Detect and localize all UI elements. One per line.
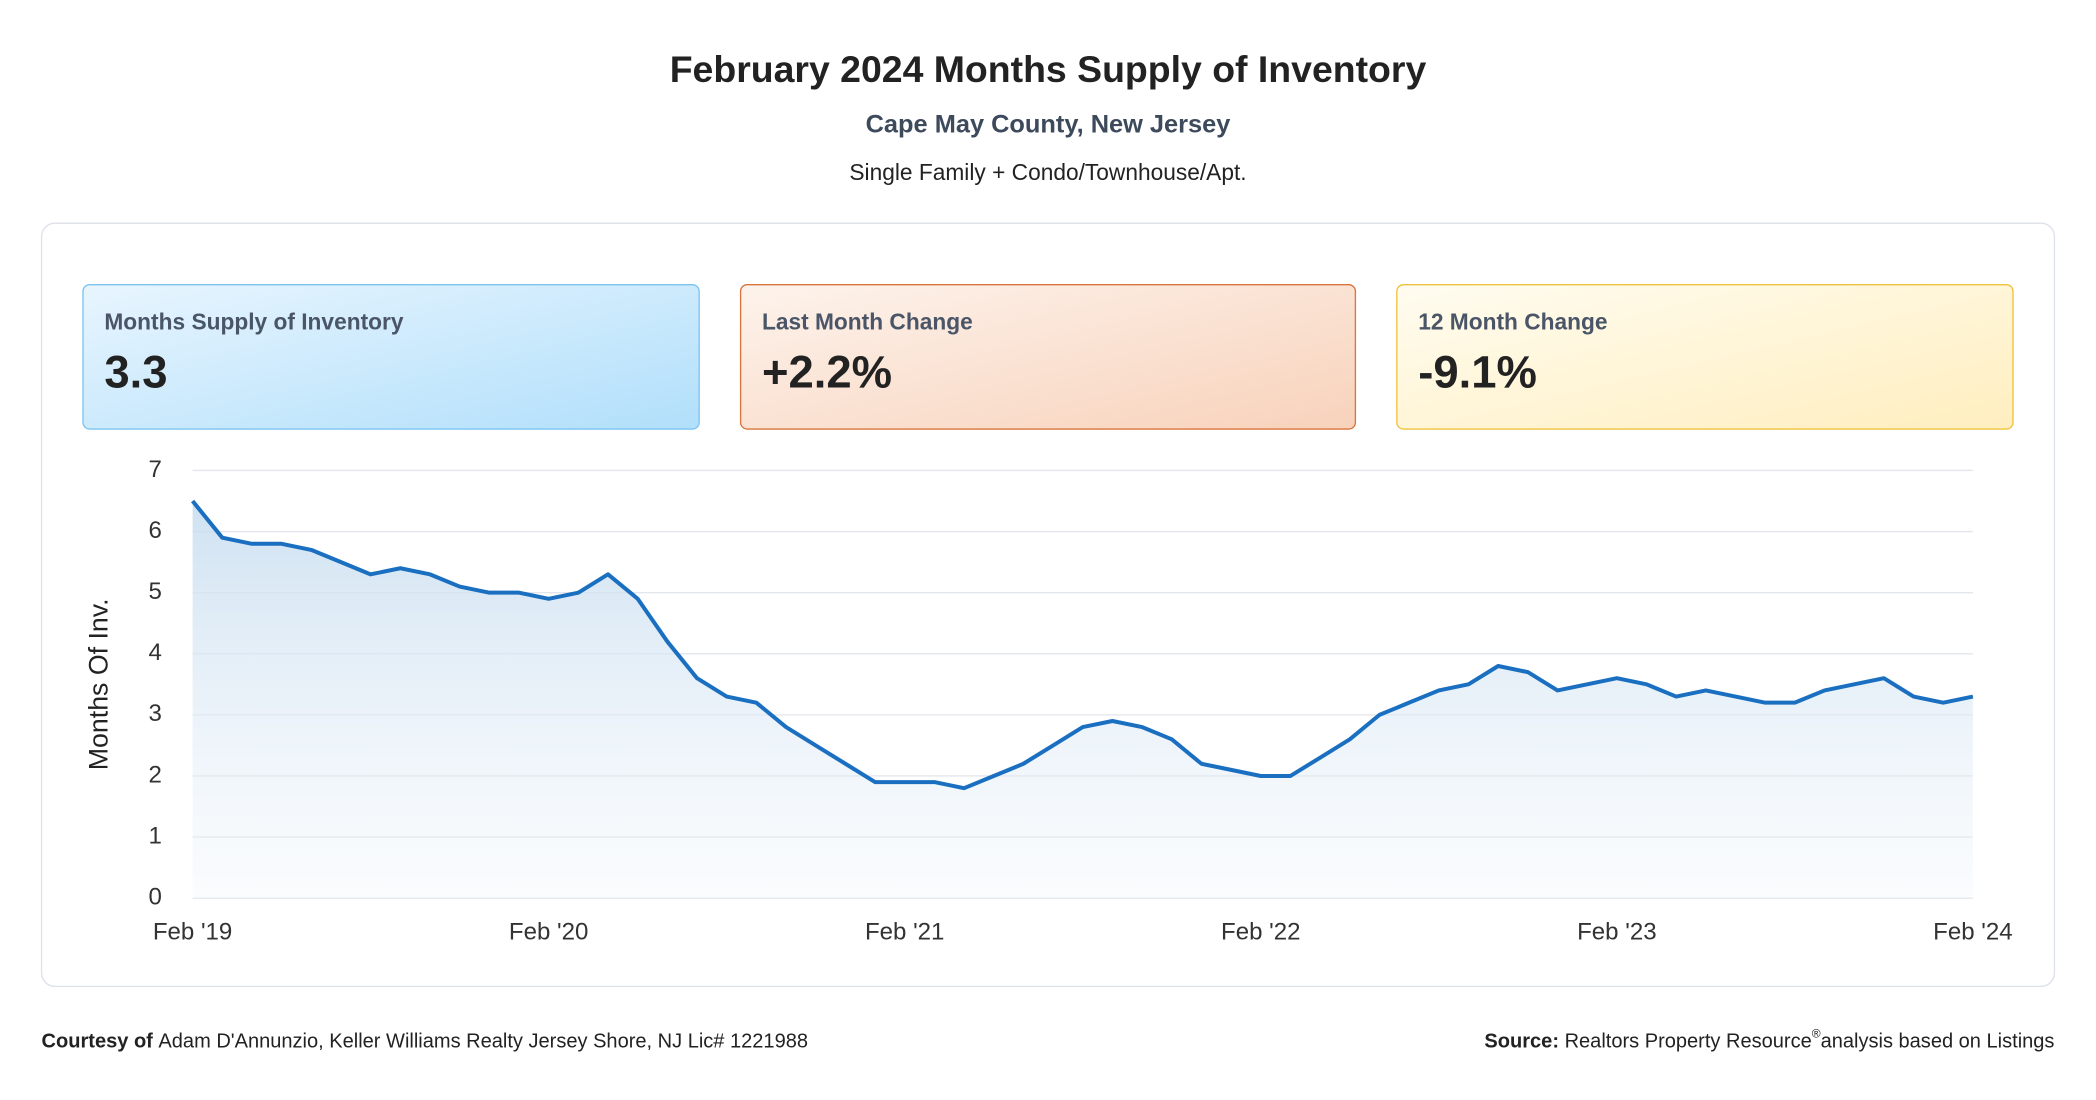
x-tick-label: Feb '24 — [1933, 918, 2012, 945]
line — [191, 499, 1974, 791]
card-label: 12 Month Change — [1418, 308, 1607, 334]
y-tick-label: 1 — [148, 822, 161, 849]
source-text: analysis based on Listings — [1821, 1031, 2055, 1053]
x-tick-label: Feb '20 — [509, 918, 588, 945]
card-value: 3.3 — [104, 347, 167, 398]
source-mark: ® — [1812, 1027, 1821, 1041]
card-value: +2.2% — [762, 347, 892, 398]
y-tick-label: 3 — [148, 700, 161, 727]
courtesy-label: Courtesy of — [42, 1031, 154, 1053]
y-tick-label: 6 — [148, 517, 161, 544]
courtesy: Courtesy of Adam D'Annunzio, Keller Will… — [42, 1031, 808, 1053]
plot: 0 1 2 3 4 5 6 7 Feb '19 Feb '20 Feb '21 Feb '22 Feb … — [148, 456, 2012, 945]
source-name: Realtors Property Resource — [1565, 1031, 1812, 1053]
subtitle: Cape May County, New Jersey — [866, 110, 1231, 138]
courtesy-text: Adam D'Annunzio, Keller Williams Realty … — [158, 1031, 808, 1053]
x-tick-label: Feb '19 — [153, 918, 232, 945]
y-tick-label: 0 — [148, 884, 161, 911]
source: Source: Realtors Property Resource®analy… — [1484, 1027, 2054, 1053]
card-label: Months Supply of Inventory — [104, 308, 403, 334]
y-tick-label: 2 — [148, 761, 161, 788]
x-tick-label: Feb '22 — [1221, 918, 1300, 945]
y-tick-label: 7 — [148, 456, 161, 483]
source-label: Source: — [1484, 1031, 1559, 1053]
card — [82, 284, 700, 430]
note: Single Family + Condo/Townhouse/Apt. — [849, 159, 1246, 185]
card-label: Last Month Change — [762, 308, 973, 334]
card — [1396, 284, 2014, 430]
card — [739, 284, 1357, 430]
x-tick-label: Feb '23 — [1577, 918, 1656, 945]
y-tick-label: 5 — [148, 578, 161, 605]
y-tick-label: 4 — [148, 639, 161, 666]
x-tick-label: Feb '21 — [865, 918, 944, 945]
y-axis-label: Months Of Inv. — [83, 598, 113, 770]
card-value: -9.1% — [1418, 347, 1537, 398]
title: February 2024 Months Supply of Inventory — [670, 48, 1427, 90]
